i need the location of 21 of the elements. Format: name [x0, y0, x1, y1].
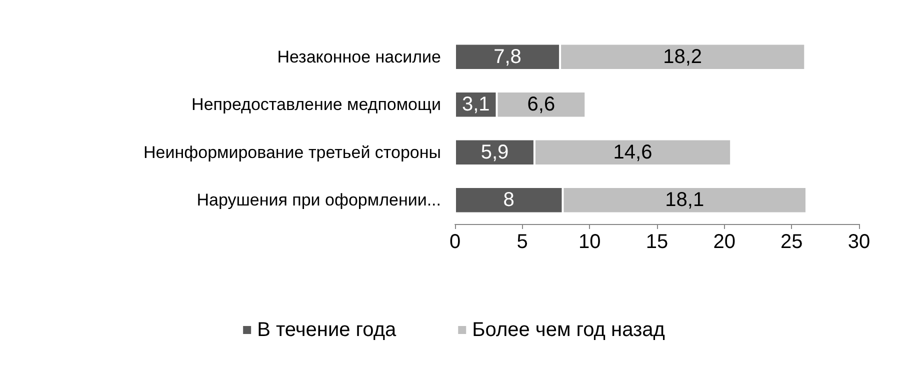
- x-tick-label: 10: [578, 231, 601, 253]
- x-tick-label: 5: [516, 231, 528, 253]
- y-tick-label: Нарушения при оформлении...: [196, 190, 441, 210]
- x-tick-label: 25: [780, 231, 803, 253]
- x-tick-label: 20: [713, 231, 736, 253]
- y-tick-label: Непредоставление медпомощи: [192, 95, 441, 114]
- x-tick-label: 30: [848, 231, 870, 253]
- data-label: 14,6: [613, 141, 652, 164]
- legend-label: Более чем год назад: [472, 319, 666, 341]
- data-label: 5,9: [480, 141, 509, 164]
- x-tick-label: 0: [449, 231, 461, 253]
- data-label: 7,8: [494, 46, 522, 68]
- legend-label: В течение года: [257, 319, 398, 341]
- data-label: 18,2: [663, 46, 702, 68]
- data-label: 8: [503, 189, 514, 212]
- data-label: 18,1: [665, 189, 704, 212]
- y-tick-label: Неинформирование третьей стороны: [144, 142, 441, 162]
- data-label: 3,1: [462, 94, 490, 116]
- y-tick-label: Незаконное насилие: [277, 47, 441, 66]
- data-label: 6,6: [527, 94, 556, 116]
- x-tick-label: 15: [646, 231, 668, 253]
